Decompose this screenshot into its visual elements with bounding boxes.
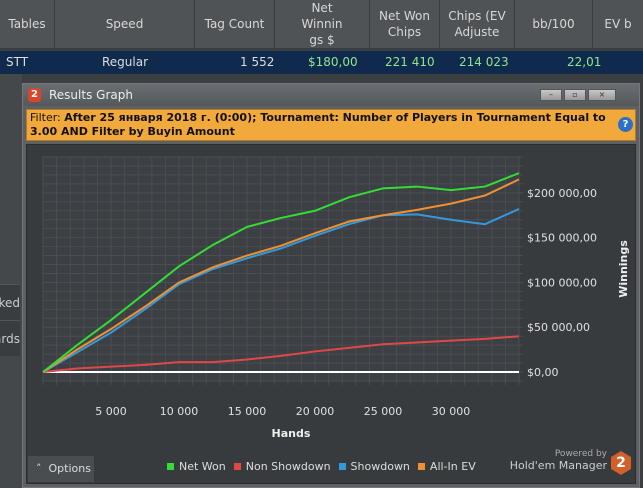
series-line-net-won: [42, 172, 520, 373]
legend-item[interactable]: Non Showdown: [233, 460, 331, 473]
x-tick-label: 15 000: [228, 405, 267, 418]
x-tick-label: 25 000: [364, 405, 403, 418]
filter-text: After 25 января 2018 г. (0:00); Tourname…: [30, 111, 606, 138]
x-tick-label: 10 000: [160, 405, 199, 418]
table-row[interactable]: STT Regular 1 552 $180,00 221 410 214 02…: [0, 51, 643, 74]
cell-bb100: 22,01: [567, 55, 602, 69]
side-item[interactable]: ards: [0, 320, 20, 356]
cell-tables: STT: [6, 55, 29, 69]
chart-svg: 5 000 10 000 15 000 20 000 25 000 30 000 $0,00…: [42, 156, 630, 440]
filter-bar[interactable]: Filter: After 25 января 2018 г. (0:00); …: [26, 109, 636, 141]
series-line-non-showdown: [42, 335, 520, 374]
cell-net-winnings: $180,00: [308, 55, 358, 69]
table-header: Tables Speed Tag Count Net Winnin gs $ N…: [0, 0, 643, 48]
legend-item[interactable]: All-In EV: [417, 460, 476, 473]
y-axis-label: Winnings: [617, 240, 630, 298]
results-graph-window: 2 Results Graph – ▫ × Filter: After 25 я…: [22, 83, 640, 488]
legend-swatch: [417, 463, 425, 470]
legend-swatch: [167, 463, 174, 470]
x-tick-label: 20 000: [296, 405, 335, 418]
x-tick-label: 5 000: [95, 405, 127, 418]
y-tick-label: $150 000,00: [527, 232, 597, 245]
close-button[interactable]: ×: [588, 89, 616, 101]
col-ev-bb[interactable]: EV b: [604, 17, 632, 31]
legend-swatch: [338, 463, 346, 470]
legend-label: Non Showdown: [245, 460, 331, 473]
y-tick-label: $100 000,00: [527, 276, 597, 289]
col-tables[interactable]: Tables: [0, 0, 55, 48]
title-bar[interactable]: 2 Results Graph – ▫ ×: [23, 84, 639, 106]
results-chart: 5 000 10 000 15 000 20 000 25 000 30 000 $0,00…: [26, 144, 636, 484]
legend-item[interactable]: Net Won: [167, 460, 226, 473]
col-bb100[interactable]: bb/100: [515, 0, 593, 48]
y-tick-label: $50 000,00: [527, 321, 590, 334]
plot-area: [42, 156, 520, 382]
series-line-all-in-ev: [42, 178, 520, 373]
y-tick-label: $0,00: [527, 366, 559, 379]
left-panel: rked ards: [0, 74, 22, 488]
x-tick-label: 30 000: [432, 405, 471, 418]
legend-label: All-In EV: [429, 460, 476, 473]
brand-name: Hold'em Manager: [509, 459, 607, 472]
chevron-up-icon: ˄: [36, 462, 49, 475]
side-item[interactable]: rked: [0, 284, 20, 320]
x-axis-label: Hands: [272, 427, 311, 440]
app-logo-icon: 2: [28, 88, 41, 102]
options-button[interactable]: ˄ Options: [28, 456, 94, 482]
cell-tag-count: 1 552: [240, 55, 275, 69]
legend-item[interactable]: Showdown: [338, 460, 410, 473]
hm2-logo-icon: 2: [611, 451, 631, 475]
cell-net-won-chips: 221 410: [385, 55, 435, 69]
powered-by: Powered by Hold'em Manager: [510, 449, 607, 472]
cell-chips-ev: 214 023: [459, 55, 509, 69]
col-tag-count[interactable]: Tag Count: [195, 0, 275, 48]
col-speed[interactable]: Speed: [55, 0, 195, 48]
y-tick-label: $200 000,00: [527, 187, 597, 200]
legend-label: Showdown: [350, 460, 410, 473]
filter-label: Filter:: [30, 111, 61, 124]
legend: Net Won Non Showdown Showdown All-In EV: [167, 460, 476, 473]
legend-swatch: [233, 463, 241, 470]
window-title: Results Graph: [49, 88, 133, 102]
powered-by-text: Powered by: [554, 449, 607, 459]
col-net-winnings[interactable]: Net Winnin gs $: [275, 0, 370, 48]
maximize-button[interactable]: ▫: [564, 89, 586, 101]
series-line-showdown: [42, 208, 520, 373]
minimize-button[interactable]: –: [540, 89, 562, 101]
cell-speed: Regular: [102, 55, 149, 69]
options-label: Options: [48, 462, 91, 475]
col-net-won-chips[interactable]: Net Won Chips: [370, 0, 440, 48]
help-icon[interactable]: ?: [618, 117, 633, 132]
legend-label: Net Won: [179, 460, 226, 473]
col-chips-ev[interactable]: Chips (EV Adjuste: [440, 0, 515, 48]
